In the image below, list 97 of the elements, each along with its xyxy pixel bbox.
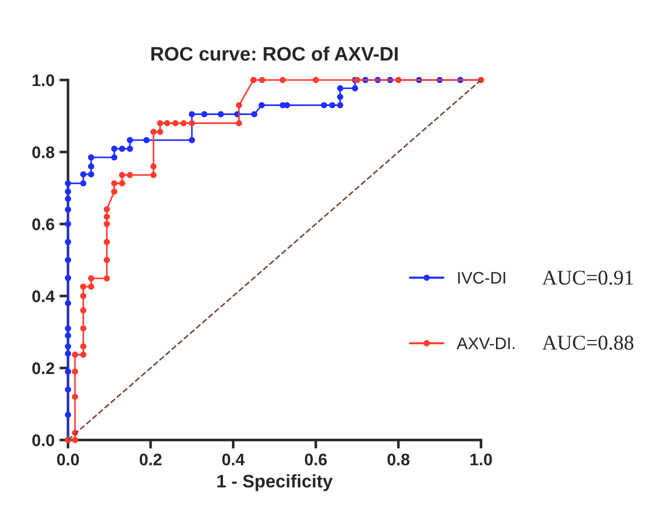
point bbox=[88, 284, 94, 290]
point bbox=[64, 350, 72, 357]
point bbox=[111, 188, 118, 195]
point bbox=[218, 111, 224, 118]
point bbox=[72, 436, 78, 444]
point bbox=[126, 136, 134, 144]
text: 0.0 bbox=[57, 454, 79, 466]
point bbox=[104, 238, 110, 246]
point bbox=[337, 85, 344, 92]
y-tick-label: 0.2 bbox=[32, 362, 54, 374]
point bbox=[280, 76, 286, 84]
point bbox=[250, 76, 257, 84]
text: AUC=0.91 bbox=[542, 270, 633, 285]
x-tick-label: 0.6 bbox=[304, 454, 327, 466]
point bbox=[64, 188, 72, 195]
text: 1.0 bbox=[470, 454, 492, 466]
point bbox=[80, 307, 86, 314]
point bbox=[64, 180, 72, 186]
point bbox=[188, 111, 196, 118]
point bbox=[104, 220, 110, 228]
point bbox=[64, 238, 72, 246]
x-tick-label: 0.4 bbox=[222, 454, 245, 466]
point bbox=[64, 386, 72, 393]
point bbox=[111, 146, 118, 152]
point bbox=[236, 102, 242, 108]
point bbox=[126, 146, 134, 152]
point bbox=[80, 325, 86, 332]
point bbox=[64, 300, 72, 306]
point bbox=[88, 171, 94, 178]
point bbox=[88, 163, 94, 170]
point bbox=[156, 120, 164, 126]
point bbox=[258, 76, 266, 84]
point bbox=[64, 343, 72, 350]
point bbox=[111, 180, 118, 186]
point bbox=[188, 136, 196, 144]
chart-title: ROC curve: ROC of AXV-DI bbox=[151, 46, 398, 61]
point bbox=[150, 172, 157, 178]
point bbox=[64, 368, 72, 375]
point bbox=[337, 102, 344, 108]
point bbox=[104, 206, 110, 212]
y-tick-label: 0.4 bbox=[32, 290, 55, 302]
legend-label: IVC-DI bbox=[458, 272, 506, 284]
x-tick-label: 0.8 bbox=[387, 454, 410, 466]
point bbox=[150, 128, 157, 135]
point bbox=[118, 180, 126, 186]
point bbox=[80, 343, 86, 350]
text: AUC=0.88 bbox=[542, 336, 634, 350]
point bbox=[118, 172, 126, 178]
y-tick-label: 0.8 bbox=[32, 146, 54, 158]
point bbox=[156, 128, 164, 135]
point bbox=[352, 85, 358, 92]
x-axis-title: 1 - Specificity bbox=[217, 474, 333, 492]
point bbox=[72, 394, 78, 400]
point bbox=[143, 136, 150, 144]
point bbox=[118, 146, 126, 152]
point bbox=[88, 275, 94, 282]
point bbox=[284, 102, 290, 108]
point bbox=[80, 284, 86, 290]
point bbox=[104, 256, 110, 264]
point bbox=[80, 352, 86, 358]
point bbox=[180, 120, 187, 126]
point bbox=[395, 76, 402, 84]
text: 1.0 bbox=[32, 74, 54, 86]
point bbox=[150, 163, 157, 170]
point bbox=[164, 120, 170, 126]
legend-label: AXV-DI. bbox=[456, 338, 514, 350]
point bbox=[111, 154, 118, 161]
point bbox=[72, 368, 78, 375]
point bbox=[64, 256, 72, 264]
point bbox=[64, 206, 72, 213]
text: 0.0 bbox=[32, 434, 54, 446]
point bbox=[172, 120, 179, 126]
point bbox=[80, 180, 86, 186]
point bbox=[201, 111, 208, 118]
point bbox=[64, 325, 72, 332]
x-tick-label: 0.2 bbox=[140, 454, 162, 466]
point bbox=[64, 412, 72, 418]
point bbox=[64, 220, 72, 228]
point bbox=[64, 196, 72, 202]
point bbox=[329, 102, 336, 108]
point bbox=[64, 332, 72, 339]
point bbox=[188, 120, 196, 126]
y-tick-label: 0.6 bbox=[32, 218, 54, 230]
point bbox=[104, 214, 110, 220]
point bbox=[104, 275, 110, 282]
point bbox=[126, 172, 134, 178]
point bbox=[88, 154, 94, 161]
point bbox=[72, 352, 78, 358]
point bbox=[320, 102, 328, 108]
point bbox=[236, 120, 242, 126]
point bbox=[64, 274, 72, 282]
point bbox=[258, 102, 265, 108]
point bbox=[80, 292, 86, 300]
point bbox=[337, 94, 344, 100]
point bbox=[80, 171, 86, 178]
point bbox=[251, 111, 258, 118]
point bbox=[312, 76, 319, 84]
